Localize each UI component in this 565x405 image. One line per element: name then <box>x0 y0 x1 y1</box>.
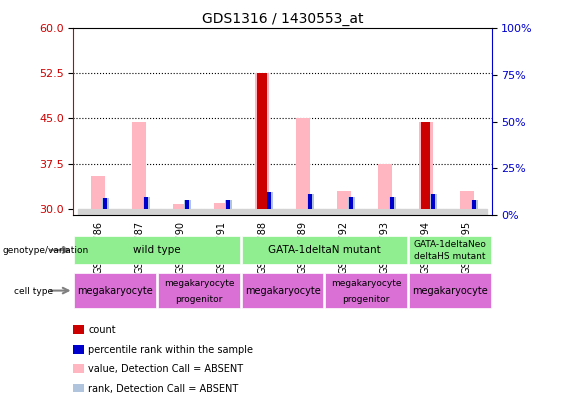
Bar <box>347 196 355 209</box>
Bar <box>241 237 407 264</box>
Bar <box>119 209 159 215</box>
Bar <box>103 198 107 209</box>
Text: megakaryocyte: megakaryocyte <box>164 279 234 288</box>
Bar <box>408 237 491 264</box>
Bar <box>378 164 392 209</box>
Text: cell type: cell type <box>14 287 53 296</box>
Bar <box>307 194 314 209</box>
Bar <box>472 200 476 209</box>
Bar <box>143 196 150 209</box>
Bar <box>173 204 187 209</box>
Bar <box>390 196 394 209</box>
Bar <box>145 196 149 209</box>
Bar <box>77 209 119 215</box>
Text: genotype/variation: genotype/variation <box>3 246 89 255</box>
Bar <box>201 209 241 215</box>
Bar <box>258 73 267 209</box>
Bar <box>431 194 436 209</box>
Bar <box>159 209 201 215</box>
Text: GATA-1deltaN mutant: GATA-1deltaN mutant <box>268 245 381 255</box>
Bar <box>185 200 189 209</box>
Bar <box>214 202 228 209</box>
Bar <box>471 200 478 209</box>
Bar <box>446 209 488 215</box>
Text: wild type: wild type <box>133 245 181 255</box>
Text: deltaHS mutant: deltaHS mutant <box>414 252 485 261</box>
Text: count: count <box>88 326 116 335</box>
Bar <box>158 273 240 308</box>
Bar <box>74 237 240 264</box>
Text: percentile rank within the sample: percentile rank within the sample <box>88 345 253 355</box>
Bar <box>296 119 310 209</box>
Text: value, Detection Call = ABSENT: value, Detection Call = ABSENT <box>88 364 244 374</box>
Bar <box>132 122 146 209</box>
Bar <box>325 273 407 308</box>
Text: progenitor: progenitor <box>175 294 223 304</box>
Bar <box>364 209 406 215</box>
Bar <box>225 200 232 209</box>
Bar <box>337 191 351 209</box>
Bar <box>102 198 109 209</box>
Text: rank, Detection Call = ABSENT: rank, Detection Call = ABSENT <box>88 384 238 394</box>
Bar <box>460 191 474 209</box>
Bar <box>324 209 364 215</box>
Bar <box>419 122 433 209</box>
Bar <box>91 176 105 209</box>
Bar <box>429 194 437 209</box>
Text: progenitor: progenitor <box>342 294 390 304</box>
Bar <box>389 196 396 209</box>
Bar <box>184 200 191 209</box>
Title: GDS1316 / 1430553_at: GDS1316 / 1430553_at <box>202 12 363 26</box>
Text: GATA-1deltaNeo: GATA-1deltaNeo <box>414 240 486 249</box>
Bar <box>421 122 431 209</box>
Bar <box>255 73 269 209</box>
Bar <box>227 200 231 209</box>
Bar <box>74 273 157 308</box>
Bar <box>406 209 446 215</box>
Bar <box>408 273 491 308</box>
Bar <box>241 273 324 308</box>
Text: megakaryocyte: megakaryocyte <box>77 286 153 296</box>
Bar <box>308 194 312 209</box>
Bar <box>349 196 354 209</box>
Text: megakaryocyte: megakaryocyte <box>331 279 401 288</box>
Bar <box>282 209 324 215</box>
Text: megakaryocyte: megakaryocyte <box>245 286 320 296</box>
Bar <box>266 192 273 209</box>
Text: megakaryocyte: megakaryocyte <box>412 286 488 296</box>
Bar <box>267 192 271 209</box>
Bar <box>241 209 282 215</box>
